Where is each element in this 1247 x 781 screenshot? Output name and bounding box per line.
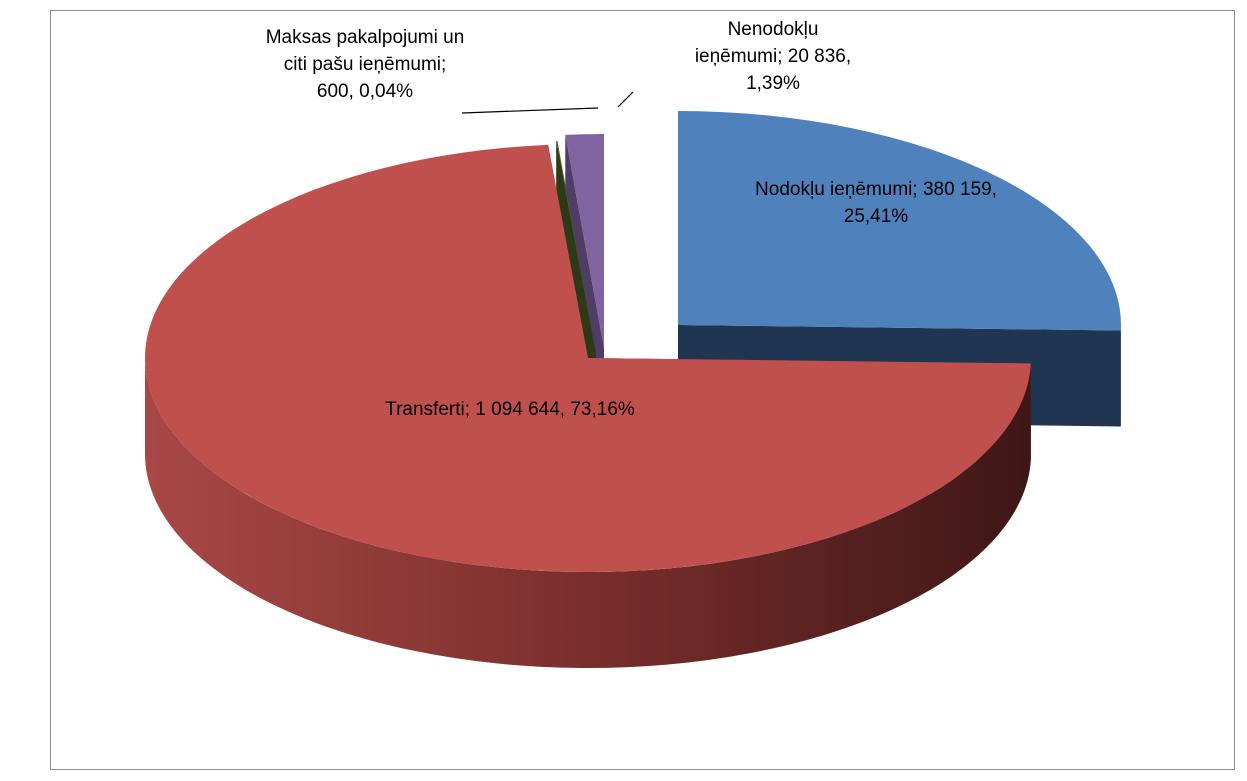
data-label: Maksas pakalpojumi un citi pašu ieņēmumi… (265, 24, 465, 105)
data-label: Nenodokļu ieņēmumi; 20 836, 1,39% (683, 16, 863, 97)
label-value: 20 836, 1,39% (746, 46, 852, 94)
leader-line (617, 91, 634, 108)
label-category: Nodokļu ieņēmumi; (755, 179, 918, 200)
label-category: Nenodokļu ieņēmumi; (694, 19, 819, 67)
leader-line (461, 107, 599, 114)
pie (145, 111, 1122, 668)
slice-side (145, 358, 1031, 668)
slice (556, 140, 596, 354)
label-category: Transferti; (385, 399, 470, 420)
label-category: Maksas pakalpojumi un citi pašu ieņēmumi… (265, 27, 465, 75)
label-value: 1 094 644, 73,16% (475, 399, 635, 420)
data-label: Transferti; 1 094 644, 73,16% (385, 396, 635, 423)
slice (145, 144, 1031, 572)
label-value: 600, 0,04% (316, 81, 414, 102)
data-label: Nodokļu ieņēmumi; 380 159, 25,41% (751, 176, 1001, 230)
slice (565, 134, 604, 348)
label-value: 380 159, 25,41% (843, 179, 997, 227)
slice (678, 111, 1122, 331)
